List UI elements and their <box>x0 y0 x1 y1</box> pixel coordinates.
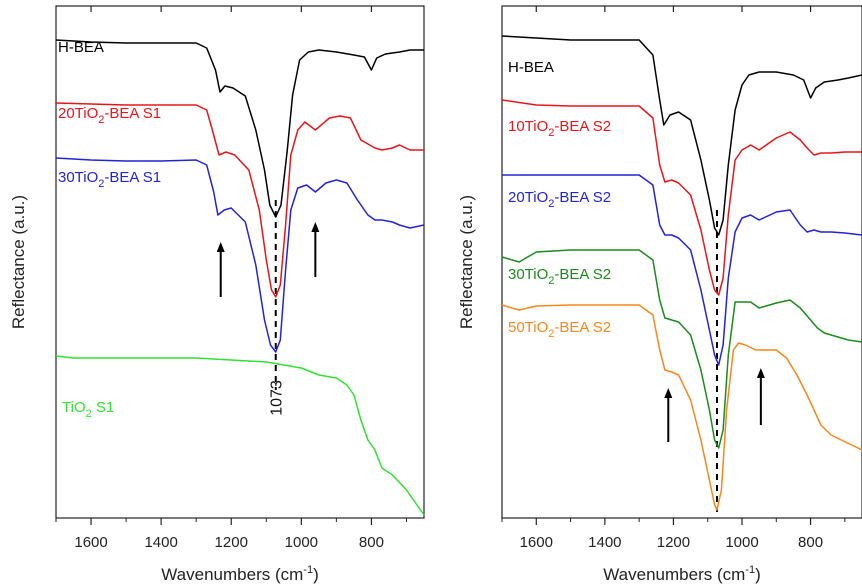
series-label: H-BEA <box>58 39 104 56</box>
arrow-up-icon <box>756 368 765 378</box>
series-line <box>501 304 862 511</box>
plot-frame <box>55 5 425 519</box>
x-tick-label: 800 <box>359 534 384 551</box>
y-axis-title: Reflectance (a.u.) <box>9 195 28 329</box>
x-tick-label: 1600 <box>520 534 553 551</box>
left-panel: 1600 1400 1200 1000 800 Wavenumbers (cm-1) Ref… <box>9 5 425 584</box>
series-line <box>55 102 424 298</box>
x-axis-title: Wavenumbers (cm-1) <box>603 564 760 584</box>
series-label: 20TiO2-BEA S2 <box>508 189 611 210</box>
series-line <box>501 99 862 296</box>
x-tick-label: 1400 <box>144 534 177 551</box>
series-label: 50TiO2-BEA S2 <box>508 319 611 340</box>
series-label: 10TiO2-BEA S2 <box>508 118 611 139</box>
x-tick-label: 1000 <box>725 534 758 551</box>
plot-frame <box>501 5 862 519</box>
series-line <box>55 39 424 218</box>
x-tick-label: 1200 <box>657 534 690 551</box>
x-tick-label: 1000 <box>285 534 318 551</box>
series-label: H-BEA <box>508 59 554 76</box>
y-axis-title: Reflectance (a.u.) <box>457 195 476 329</box>
right-panel: 1600 1400 1200 1000 800 Wavenumbers (cm-1) Ref… <box>457 5 862 584</box>
series-label: TiO2 S1 <box>62 399 114 420</box>
peak-label: 1073 <box>269 380 286 416</box>
x-tick-label: 1600 <box>74 534 107 551</box>
x-axis-title: Wavenumbers (cm-1) <box>161 564 318 584</box>
x-tick-label: 800 <box>798 534 823 551</box>
series-line <box>501 35 862 236</box>
series-line <box>55 355 425 516</box>
x-tick-label: 1400 <box>588 534 621 551</box>
series-line <box>55 157 425 353</box>
arrow-up-icon <box>311 222 320 232</box>
series-line <box>501 249 862 449</box>
arrow-up-icon <box>216 242 225 252</box>
series-label: 20TiO2-BEA S1 <box>58 105 161 126</box>
x-tick-label: 1200 <box>215 534 248 551</box>
series-label: 30TiO2-BEA S2 <box>508 266 611 287</box>
series-line <box>502 174 862 366</box>
arrow-up-icon <box>664 388 673 398</box>
series-label: 30TiO2-BEA S1 <box>58 169 161 190</box>
